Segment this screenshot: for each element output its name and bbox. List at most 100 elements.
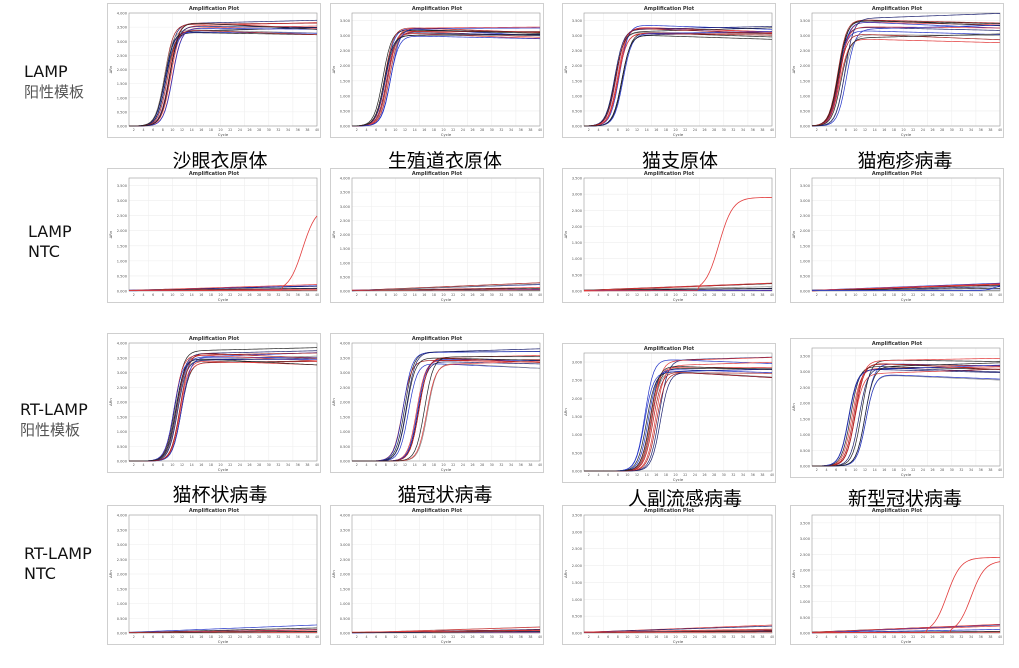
x-tick-label: 4	[365, 463, 367, 467]
y-tick-label: 3.500	[340, 356, 351, 360]
row-label-lamp-positive: LAMP 阳性模板	[24, 62, 84, 102]
x-tick-label: 8	[845, 468, 847, 472]
y-axis-label: ΔRn	[108, 398, 113, 406]
x-tick-label: 12	[863, 635, 867, 639]
amplification-plot-svg: Amplification Plot 0.000 0.500 1.000 1.500 2.…	[330, 3, 544, 138]
row-label-line1: RT-LAMP	[24, 544, 92, 563]
y-tick-label: 2.000	[340, 573, 351, 577]
caption-feline-coronavirus: 猫冠状病毒	[397, 484, 493, 506]
amplification-curve	[352, 355, 541, 462]
x-tick-label: 26	[702, 128, 706, 132]
amplification-plot-svg: Amplification Plot 0.000 0.500 1.000 1.500 2.…	[330, 168, 544, 303]
y-tick-label: 3.500	[340, 191, 351, 195]
plot-title: Amplification Plot	[872, 6, 923, 12]
x-tick-label: 38	[305, 128, 309, 132]
row-label-line1: LAMP	[24, 62, 68, 81]
x-axis-label: Cycle	[901, 639, 912, 644]
x-tick-label: 22	[683, 473, 687, 477]
plot-title: Amplification Plot	[872, 171, 923, 177]
x-tick-label: 28	[712, 128, 716, 132]
x-tick-label: 18	[432, 463, 436, 467]
y-tick-label: 3.500	[117, 184, 128, 188]
amplification-curve	[351, 26, 541, 127]
y-tick-label: 1.000	[800, 600, 811, 604]
y-tick-label: 1.000	[117, 96, 128, 100]
y-tick-label: 3.500	[117, 356, 128, 360]
x-tick-label: 40	[998, 293, 1002, 297]
amplification-curve	[811, 27, 1001, 127]
y-tick-label: 0.500	[800, 449, 811, 453]
amplification-plot-svg: Amplification Plot 0.000 0.500 1.000 1.500 2.…	[562, 343, 776, 483]
y-tick-label: 3.500	[800, 521, 811, 525]
amplification-curve	[583, 287, 773, 291]
x-tick-label: 8	[385, 635, 387, 639]
plot-area	[351, 12, 541, 127]
x-tick-label: 30	[722, 473, 726, 477]
x-tick-label: 30	[722, 293, 726, 297]
x-tick-label: 6	[152, 293, 154, 297]
x-tick-label: 4	[825, 293, 827, 297]
y-tick-label: 3.500	[117, 528, 128, 532]
plot-area	[128, 177, 318, 292]
x-axis-label: Cycle	[218, 639, 229, 644]
x-tick-label: 12	[635, 128, 639, 132]
plot-title: Amplification Plot	[412, 171, 463, 177]
plot-frame	[330, 3, 544, 138]
y-axis-label: ΔRn	[563, 230, 568, 238]
amplification-plot-svg: Amplification Plot 0.000 0.500 1.000 1.500 2.…	[107, 333, 321, 473]
y-tick-label: 0.000	[572, 470, 583, 474]
amplification-plot-13: Amplification Plot 0.000 0.500 1.000 1.500 2.…	[107, 505, 321, 645]
x-tick-label: 30	[950, 293, 954, 297]
x-tick-label: 12	[403, 635, 407, 639]
y-tick-label: 2.000	[572, 564, 583, 568]
x-tick-label: 22	[451, 128, 455, 132]
x-tick-label: 8	[845, 635, 847, 639]
plot-area	[811, 12, 1001, 127]
plot-frame	[790, 3, 1004, 138]
caption-chlamydia-genital: 生殖道衣原体	[387, 150, 502, 172]
y-tick-label: 1.000	[572, 598, 583, 602]
y-tick-label: 4.000	[117, 12, 128, 16]
caption-feline-herpesvirus: 猫疱疹病毒	[857, 150, 953, 172]
x-tick-label: 14	[645, 293, 649, 297]
amplification-plot-svg: Amplification Plot 0.000 0.500 1.000 1.500 2.…	[562, 168, 776, 303]
y-tick-label: 3.000	[117, 40, 128, 44]
y-tick-label: 0.000	[800, 290, 811, 294]
x-tick-label: 24	[693, 473, 697, 477]
x-tick-label: 20	[219, 128, 223, 132]
y-tick-label: 3.000	[117, 543, 128, 547]
x-tick-label: 10	[625, 473, 629, 477]
x-tick-label: 8	[162, 128, 164, 132]
x-tick-label: 34	[286, 293, 290, 297]
y-tick-label: 0.500	[572, 109, 583, 113]
y-tick-label: 4.000	[340, 514, 351, 518]
x-tick-label: 8	[385, 463, 387, 467]
x-axis-label: Cycle	[441, 297, 452, 302]
y-tick-label: 0.000	[800, 632, 811, 636]
plot-frame	[107, 333, 321, 473]
x-tick-label: 14	[413, 128, 417, 132]
y-tick-label: 2.000	[340, 401, 351, 405]
x-tick-label: 38	[988, 128, 992, 132]
x-tick-label: 8	[845, 293, 847, 297]
x-tick-label: 16	[654, 473, 658, 477]
y-tick-label: 0.500	[117, 274, 128, 278]
x-tick-label: 6	[607, 473, 609, 477]
x-tick-label: 36	[979, 128, 983, 132]
x-axis-label: Cycle	[673, 297, 684, 302]
y-tick-label: 4.000	[340, 342, 351, 346]
x-tick-label: 8	[385, 293, 387, 297]
x-tick-label: 30	[267, 635, 271, 639]
amplification-curve	[584, 197, 773, 291]
x-tick-label: 8	[617, 128, 619, 132]
x-tick-label: 32	[731, 293, 735, 297]
y-tick-label: 0.500	[800, 109, 811, 113]
x-tick-label: 26	[247, 463, 251, 467]
caption-feline-mycoplasma: 猫支原体	[641, 150, 718, 172]
y-tick-label: 3.500	[800, 184, 811, 188]
x-tick-label: 18	[892, 128, 896, 132]
x-tick-label: 38	[305, 635, 309, 639]
amplification-curve	[811, 19, 1001, 127]
x-tick-label: 14	[873, 468, 877, 472]
x-tick-label: 18	[432, 635, 436, 639]
